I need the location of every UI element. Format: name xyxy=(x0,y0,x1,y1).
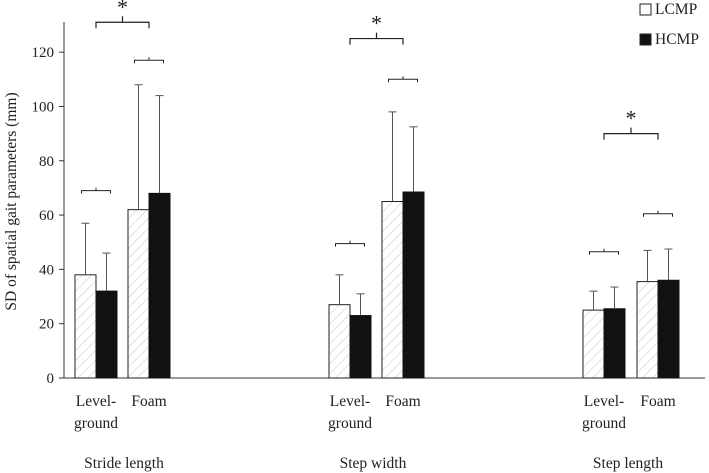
bar-hcmp xyxy=(95,290,118,379)
bar-lcmp xyxy=(636,281,659,379)
pair-bracket xyxy=(643,210,673,217)
category-label: Foam xyxy=(640,393,675,410)
pair-bracket xyxy=(388,76,418,83)
category-label: Foam xyxy=(131,393,166,410)
pair-bracket xyxy=(81,187,111,194)
annotations: * * * xyxy=(81,0,673,255)
category-label: Level-ground xyxy=(582,393,626,432)
pair-bracket xyxy=(134,57,164,64)
legend: LCMP HCMP xyxy=(639,1,699,48)
y-tick-label: 80 xyxy=(39,154,54,170)
pair-bracket xyxy=(589,248,619,255)
bar-hcmp xyxy=(148,192,171,379)
bar-hcmp xyxy=(402,191,425,379)
pair-bracket xyxy=(335,240,365,247)
bar-lcmp xyxy=(328,304,351,379)
bar-lcmp xyxy=(74,274,97,379)
bar-hcmp xyxy=(349,315,372,379)
bar-lcmp xyxy=(127,209,150,379)
significance-bracket xyxy=(349,32,404,45)
bars xyxy=(74,84,680,379)
y-tick-label: 60 xyxy=(39,208,54,224)
legend-swatch-lcmp xyxy=(639,3,652,16)
category-label: Foam xyxy=(385,393,420,410)
bar-lcmp xyxy=(582,309,605,379)
bar-hcmp xyxy=(603,308,626,379)
significance-star: * xyxy=(626,106,637,131)
y-tick-label: 0 xyxy=(47,371,55,387)
y-tick-label: 40 xyxy=(39,262,54,278)
significance-bracket xyxy=(603,127,659,140)
legend-swatch-hcmp xyxy=(639,33,652,46)
significance-star: * xyxy=(371,11,382,36)
labels: SD of spatial gait parameters (mm) Level-… xyxy=(3,92,676,472)
y-tick-label: 120 xyxy=(32,45,55,61)
bar-lcmp xyxy=(381,201,404,379)
category-label: Level-ground xyxy=(74,393,118,432)
category-label: Level-ground xyxy=(328,393,372,432)
group-label: Step length xyxy=(593,455,663,472)
group-label: Stride length xyxy=(84,455,164,472)
significance-star: * xyxy=(117,0,128,19)
significance-bracket xyxy=(95,16,150,29)
y-tick-label: 100 xyxy=(32,99,55,115)
group-label: Step width xyxy=(340,455,407,472)
axes: 0 20 40 60 80 100 120 xyxy=(32,22,705,387)
bar-hcmp xyxy=(657,279,680,379)
y-axis-label: SD of spatial gait parameters (mm) xyxy=(3,92,20,310)
y-tick-label: 20 xyxy=(39,317,54,333)
legend-label-hcmp: HCMP xyxy=(655,31,699,48)
legend-label-lcmp: LCMP xyxy=(655,1,697,18)
